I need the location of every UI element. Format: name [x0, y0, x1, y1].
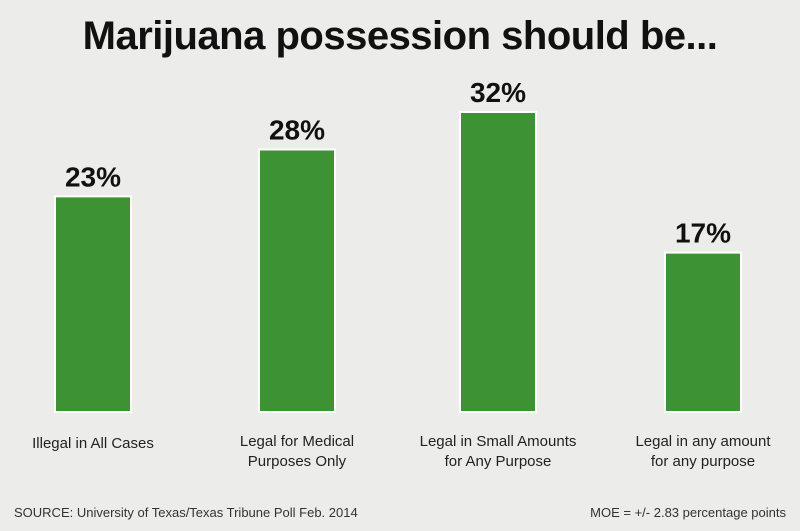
value-label-0: 23%	[65, 161, 121, 192]
category-label-1-line-1: Purposes Only	[248, 453, 347, 470]
category-label-0-line-0: Illegal in All Cases	[32, 435, 154, 452]
bar-1	[258, 148, 336, 413]
bar-2	[459, 111, 537, 413]
category-label-1-line-0: Legal for Medical	[240, 433, 354, 450]
bar-3	[664, 251, 742, 413]
category-label-3-line-1: for any purpose	[651, 453, 755, 470]
moe-note: MOE = +/- 2.83 percentage points	[590, 505, 786, 520]
source-note: SOURCE: University of Texas/Texas Tribun…	[14, 505, 358, 520]
category-label-2-line-1: for Any Purpose	[445, 453, 552, 470]
value-label-1: 28%	[269, 115, 325, 146]
bar-0	[54, 195, 132, 413]
category-label-3-line-0: Legal in any amount	[635, 433, 771, 450]
chart-title: Marijuana possession should be...	[82, 14, 718, 58]
category-label-2-line-0: Legal in Small Amounts	[420, 433, 577, 450]
value-label-2: 32%	[470, 77, 526, 108]
value-label-3: 17%	[675, 218, 731, 249]
